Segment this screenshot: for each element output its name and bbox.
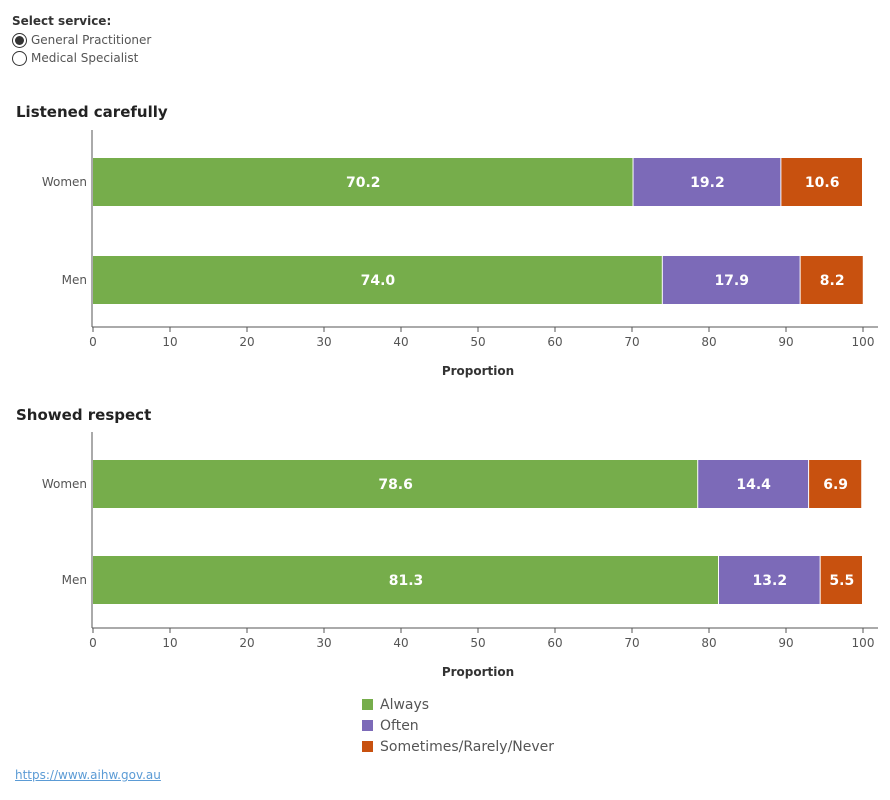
bar-segment [93, 460, 698, 508]
data-label: 13.2 [753, 573, 788, 589]
x-tick-label: 90 [778, 636, 793, 650]
x-tick-label: 0 [89, 636, 97, 650]
x-tick-label: 10 [162, 636, 177, 650]
bar-segment [633, 158, 781, 206]
source-link[interactable]: https://www.aihw.gov.au [15, 768, 161, 782]
data-label: 17.9 [714, 273, 749, 289]
legend-item-often: Often [362, 715, 554, 736]
category-label: Women [42, 175, 87, 189]
x-tick-label: 50 [470, 636, 485, 650]
legend-item-sometimes: Sometimes/Rarely/Never [362, 736, 554, 757]
radio-label: Medical Specialist [31, 51, 139, 65]
x-tick-label: 40 [393, 335, 408, 349]
bar-segment [820, 556, 862, 604]
x-tick-label: 50 [470, 335, 485, 349]
category-label: Men [62, 273, 87, 287]
bar-segment [781, 158, 862, 206]
radio-label: General Practitioner [31, 33, 152, 47]
data-label: 74.0 [361, 273, 396, 289]
radio-medical-specialist[interactable]: Medical Specialist [12, 49, 151, 67]
x-tick-label: 60 [547, 636, 562, 650]
x-tick-label: 70 [624, 335, 639, 349]
bar-segment [93, 158, 633, 206]
category-label: Men [62, 573, 87, 587]
x-tick-label: 60 [547, 335, 562, 349]
bar-segment [93, 256, 662, 304]
chart-showed-respect: Women 78.6 14.4 6.9 Men 81.3 13.2 5.5 0 10 20 30 40 5… [42, 432, 878, 679]
radio-selected-icon[interactable] [12, 32, 27, 48]
data-label: 70.2 [346, 175, 381, 191]
x-tick-label: 30 [316, 636, 331, 650]
data-label: 81.3 [389, 573, 424, 589]
chart-title: Listened carefully [16, 103, 168, 121]
legend-label: Sometimes/Rarely/Never [380, 738, 555, 755]
data-label: 10.6 [805, 175, 840, 191]
data-label: 8.2 [820, 273, 845, 289]
x-axis-label: Proportion [442, 665, 514, 679]
x-tick-label: 80 [701, 335, 716, 349]
legend-item-always: Always [362, 694, 554, 715]
data-label: 19.2 [690, 175, 725, 191]
x-tick-label: 20 [239, 335, 254, 349]
chart-title: Showed respect [16, 406, 152, 424]
data-label: 78.6 [378, 477, 413, 493]
data-label: 5.5 [829, 573, 854, 589]
legend-swatch [362, 741, 373, 752]
legend-label: Often [380, 717, 419, 734]
x-tick-label: 0 [89, 335, 97, 349]
data-label: 14.4 [736, 477, 771, 493]
x-tick-label: 40 [393, 636, 408, 650]
radio-general-practitioner[interactable]: General Practitioner [12, 31, 151, 49]
x-tick-label: 10 [162, 335, 177, 349]
x-axis-label: Proportion [442, 364, 514, 378]
bar-segment [662, 256, 800, 304]
bar-segment [809, 460, 862, 508]
x-tick-label: 70 [624, 636, 639, 650]
bar-segment [719, 556, 820, 604]
legend: Always Often Sometimes/Rarely/Never [362, 694, 554, 757]
x-tick-label: 20 [239, 636, 254, 650]
x-tick-label: 80 [701, 636, 716, 650]
selector-title: Select service: [12, 14, 112, 28]
x-tick-label: 100 [852, 335, 875, 349]
legend-swatch [362, 720, 373, 731]
bar-segment [698, 460, 809, 508]
radio-unselected-icon[interactable] [12, 50, 27, 66]
data-label: 6.9 [823, 477, 848, 493]
x-tick-label: 30 [316, 335, 331, 349]
service-selector: Select service: General Practitioner Med… [12, 14, 151, 67]
bar-segment [800, 256, 863, 304]
x-tick-label: 100 [852, 636, 875, 650]
chart-listened-carefully: Women 70.2 19.2 10.6 Men 74.0 17.9 8.2 0 10 20 30 40… [42, 130, 878, 378]
legend-swatch [362, 699, 373, 710]
bar-segment [93, 556, 719, 604]
x-tick-label: 90 [778, 335, 793, 349]
category-label: Women [42, 477, 87, 491]
legend-label: Always [380, 696, 430, 713]
